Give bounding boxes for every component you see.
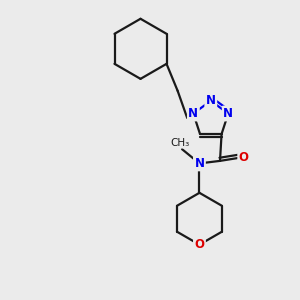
Text: N: N xyxy=(223,107,233,120)
Text: O: O xyxy=(194,238,204,251)
Text: N: N xyxy=(206,94,216,107)
Text: CH₃: CH₃ xyxy=(171,138,190,148)
Text: N: N xyxy=(188,107,198,120)
Text: N: N xyxy=(194,157,204,170)
Text: O: O xyxy=(239,151,249,164)
